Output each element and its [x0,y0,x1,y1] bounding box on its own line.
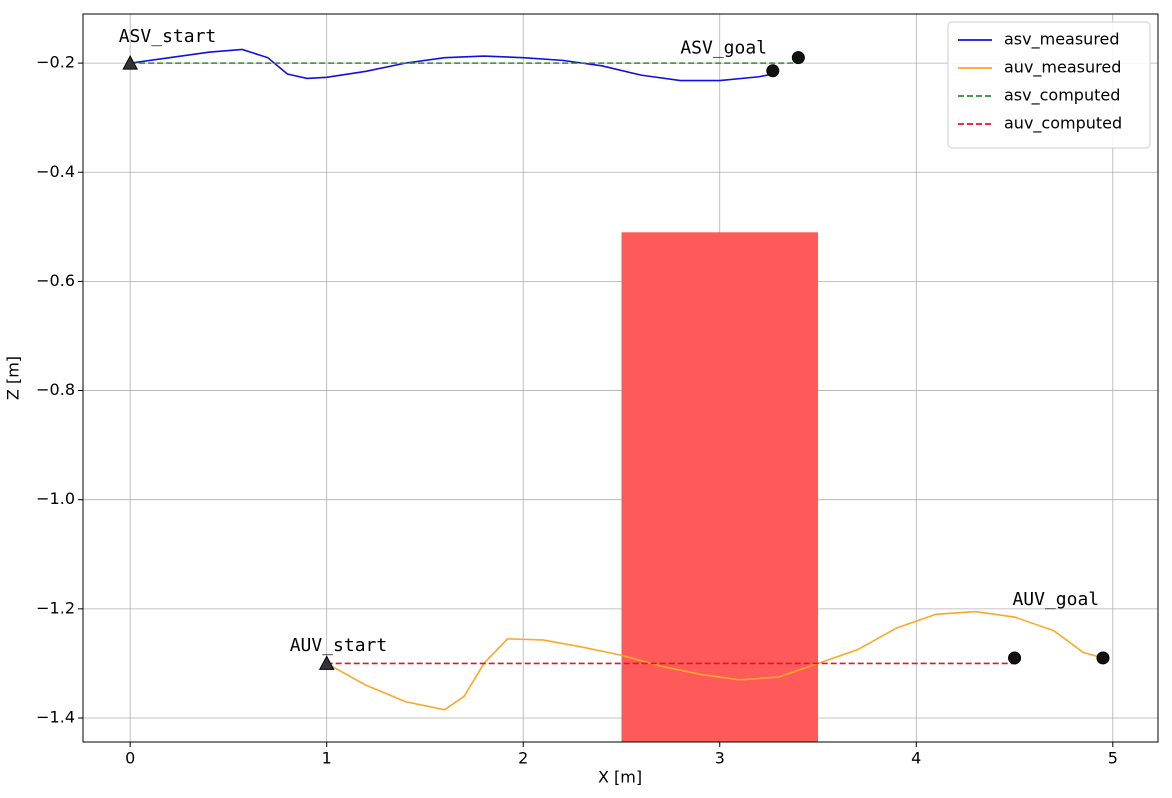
y-tick-label: −1.2 [36,598,75,617]
annotation: AUV_goal [1012,589,1099,610]
x-axis-label: X [m] [598,768,642,787]
legend-label: auv_measured [1004,58,1121,78]
y-tick-label: −0.8 [36,380,75,399]
x-tick-label: 4 [911,749,921,768]
start-marker [318,655,335,670]
annotation: ASV_goal [680,37,767,58]
start-marker [122,55,139,70]
y-axis-label: Z [m] [4,356,23,400]
legend-label: auv_computed [1004,114,1122,134]
x-tick-label: 2 [518,749,528,768]
x-tick-label: 0 [125,749,135,768]
goal-marker [1008,651,1022,665]
y-tick-label: −0.2 [36,53,75,72]
series-line [130,48,773,82]
y-tick-label: −1.4 [36,707,75,726]
goal-marker [766,64,780,78]
legend-box [947,21,1151,149]
plot-frame [82,13,1159,743]
x-tick-label: 5 [1108,749,1118,768]
y-tick-label: −0.4 [36,162,75,181]
goal-marker [791,51,805,65]
x-tick-label: 1 [322,749,332,768]
annotation: ASV_start [119,26,217,47]
y-tick-label: −1.0 [36,489,75,508]
y-tick-label: −0.6 [36,271,75,290]
plot-area [130,48,1104,742]
x-tick-label: 3 [715,749,725,768]
series-line [326,610,1104,711]
annotation: AUV_start [290,635,388,656]
goal-marker [1096,651,1110,665]
legend-label: asv_measured [1004,30,1120,50]
obstacle [621,232,819,742]
legend-label: asv_computed [1004,86,1120,106]
